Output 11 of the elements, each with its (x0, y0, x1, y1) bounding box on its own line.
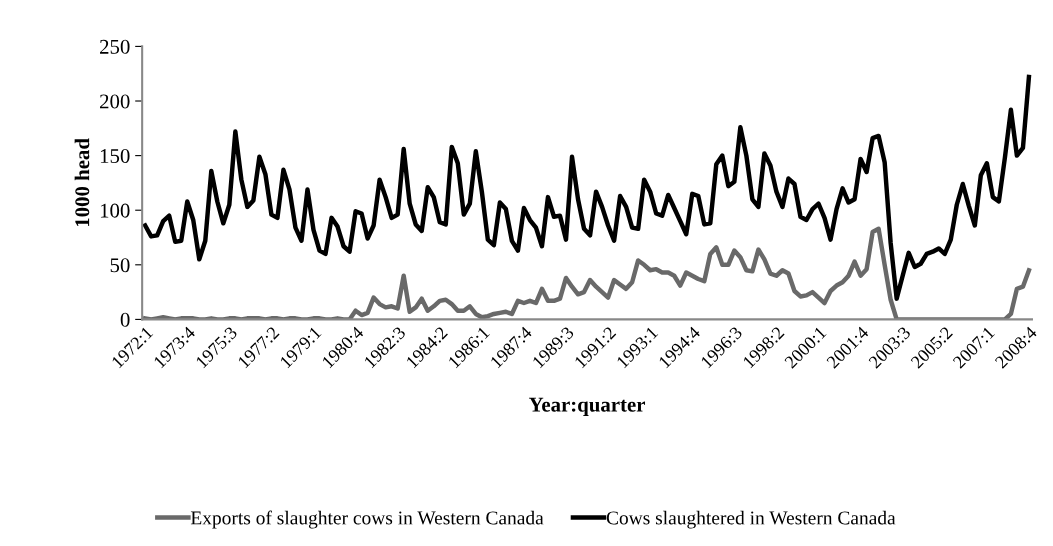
y-tick-label: 250 (100, 39, 130, 54)
y-tick-label: 50 (110, 258, 130, 273)
y-tick-label: 150 (100, 148, 130, 164)
y-axis-title: 1000 head (74, 138, 90, 227)
legend-label: Cows slaughtered in Western Canada (606, 510, 896, 529)
y-tick-label: 100 (100, 203, 130, 218)
y-tick-label: 0 (120, 312, 130, 327)
line-series (142, 74, 1032, 301)
y-tick-label: 200 (100, 94, 130, 109)
legend-label: Exports of slaughter cows in Western Canada (190, 510, 544, 529)
x-axis-title: Year:quarter (528, 397, 646, 416)
